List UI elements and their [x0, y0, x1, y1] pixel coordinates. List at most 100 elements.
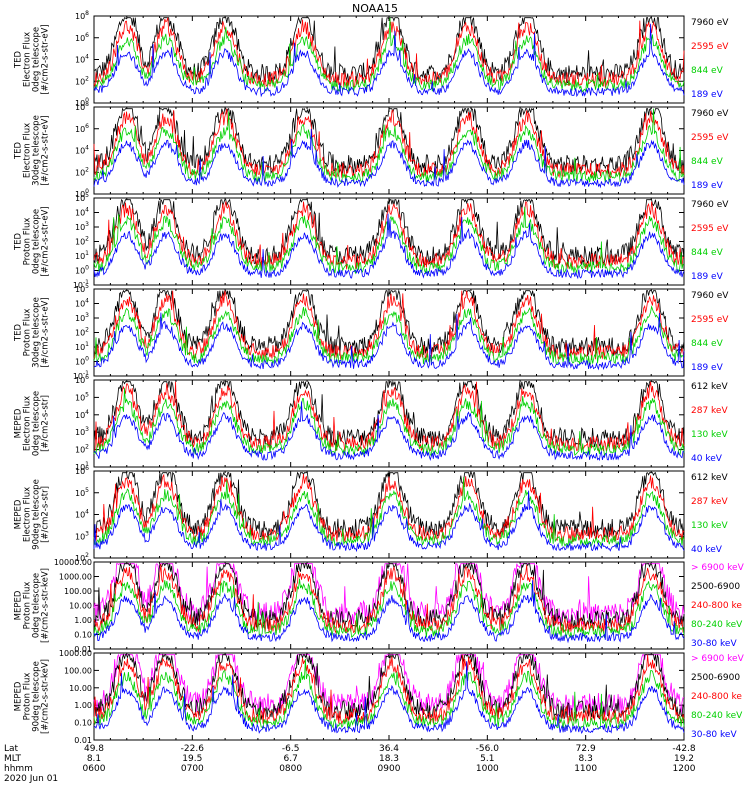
panel-8: 0.01 0.10 1.00 10.00 100.00 1000.00 MEPEDProto…: [14, 649, 745, 745]
x-tick-hhmm: 0700: [181, 764, 204, 774]
series-trace: [93, 578, 685, 639]
panel-4: 10-1 100 101 102 103 104 105 TEDProton Flux30de…: [14, 283, 730, 381]
series-trace: [93, 108, 685, 179]
y-tick-label: 106: [75, 32, 89, 43]
legend-entry: 2595 eV: [691, 224, 729, 234]
y-tick-label: 106: [75, 123, 89, 134]
panel-ylabel: MEPEDProton Flux90deg telescope[#/cm2-s-…: [14, 659, 51, 734]
x-row-label-hhmm: hhmm: [4, 764, 33, 774]
legend-entry: 189 eV: [691, 90, 724, 100]
y-tick-label: 102: [75, 236, 89, 247]
y-tick-label: 106: [75, 465, 89, 476]
panel-3: 10-1 100 101 102 103 104 105 TEDProton Flux0deg…: [14, 192, 730, 290]
legend-entry: 287 keV: [691, 497, 728, 507]
legend-entry: 7960 eV: [691, 109, 729, 119]
series-trace: [93, 476, 685, 548]
y-tick-label: 104: [75, 509, 89, 520]
series-trace: [93, 490, 685, 553]
x-tick-mlt: 5.1: [480, 754, 494, 764]
y-tick-label: 100: [75, 356, 89, 367]
y-tick-label: 0.10: [74, 719, 92, 728]
legend-entry: 612 keV: [691, 382, 728, 392]
x-row-label-mlt: MLT: [4, 754, 22, 764]
series-trace: [93, 213, 685, 280]
panel-ylabel: MEPEDElectron Flux0deg telescope[#/cm2-s…: [14, 391, 51, 456]
series-trace: [93, 564, 685, 635]
panel-ylabel: TEDElectron Flux0deg telescope[#/cm2-s-s…: [14, 24, 51, 94]
panel-5: 101 102 103 104 105 106 MEPEDElectron Flux0deg…: [14, 374, 729, 472]
series-trace: [93, 401, 685, 461]
y-tick-label: 104: [75, 54, 89, 65]
y-tick-label: 105: [75, 283, 89, 294]
y-tick-label: 105: [75, 391, 89, 402]
legend-entry: 80-240 keV: [691, 711, 743, 721]
y-tick-label: 100: [75, 188, 89, 199]
series-trace: [93, 380, 685, 449]
series-trace: [93, 305, 685, 365]
x-tick-hhmm: 0900: [378, 764, 401, 774]
panel-frame: [93, 106, 685, 195]
x-tick-lat: -42.8: [672, 744, 696, 754]
x-tick-mlt: 18.3: [379, 754, 399, 764]
y-tick-label: 102: [75, 166, 89, 177]
x-tick-hhmm: 1100: [574, 764, 597, 774]
legend-entry: 844 eV: [691, 339, 724, 349]
x-tick-hhmm: 1000: [476, 764, 499, 774]
y-tick-label: 1.00: [74, 701, 92, 710]
y-tick-label: 102: [75, 444, 89, 455]
x-row-label-lat: Lat: [4, 744, 19, 754]
y-tick-label: 100.00: [64, 587, 92, 596]
legend-entry: 30-80 keV: [691, 730, 737, 740]
panel-2: 100 102 104 106 108 TEDElectron Flux30deg tel…: [14, 101, 730, 199]
y-tick-label: 102: [75, 75, 89, 86]
legend-entry: 287 keV: [691, 406, 728, 416]
x-tick-mlt: 6.7: [284, 754, 298, 764]
series-trace: [93, 658, 685, 730]
panel-1: 100 102 104 106 108 TEDElectron Flux0deg tele…: [14, 10, 730, 108]
series-trace: [93, 654, 685, 725]
y-tick-label: 0.01: [74, 645, 92, 654]
x-tick-mlt: 8.3: [579, 754, 593, 764]
y-tick-label: 103: [75, 312, 89, 323]
series-trace: [93, 198, 685, 265]
y-tick-label: 10-1: [73, 279, 89, 290]
x-tick-hhmm: 1200: [673, 764, 696, 774]
y-tick-label: 108: [75, 10, 89, 21]
x-tick-lat: 49.8: [84, 744, 104, 754]
x-tick-mlt: 8.1: [87, 754, 101, 764]
series-trace: [93, 388, 685, 457]
legend-entry: 844 eV: [691, 66, 724, 76]
y-tick-label: 10000.00: [54, 558, 92, 567]
panel-frame: [93, 288, 685, 377]
y-tick-label: 101: [75, 461, 89, 472]
y-tick-label: 104: [75, 409, 89, 420]
legend-entry: 189 eV: [691, 181, 724, 191]
legend-entry: 30-80 keV: [691, 639, 737, 649]
panel-frame: [93, 197, 685, 286]
legend-entry: 130 keV: [691, 430, 728, 440]
series-trace: [93, 580, 685, 644]
panel-ylabel: MEPEDElectron Flux90deg telescope[#/cm2-…: [14, 479, 51, 550]
panel-frame: [93, 561, 685, 650]
y-tick-label: 100: [75, 265, 89, 276]
y-tick-label: 101: [75, 250, 89, 261]
x-tick-lat: -6.5: [282, 744, 300, 754]
y-tick-label: 10.00: [69, 684, 92, 693]
y-tick-label: 103: [75, 426, 89, 437]
series-trace: [93, 201, 685, 270]
legend-entry: 240-800 ke: [691, 601, 742, 611]
y-tick-label: 106: [75, 374, 89, 385]
legend-entry: 7960 eV: [691, 200, 729, 210]
panels-layer: 100 102 104 106 108 TEDElectron Flux0deg tele…: [14, 10, 745, 745]
series-trace: [93, 17, 685, 89]
series-trace: [93, 17, 685, 93]
y-tick-label: 104: [75, 207, 89, 218]
legend-entry: 7960 eV: [691, 291, 729, 301]
y-tick-label: 101: [75, 341, 89, 352]
legend-entry: 2595 eV: [691, 133, 729, 143]
x-tick-lat: 72.9: [576, 744, 596, 754]
y-tick-label: 105: [75, 192, 89, 203]
panel-ylabel: TEDProton Flux30deg telescope[#/cm2-s-st…: [14, 297, 51, 368]
legend-entry: 7960 eV: [691, 18, 729, 28]
